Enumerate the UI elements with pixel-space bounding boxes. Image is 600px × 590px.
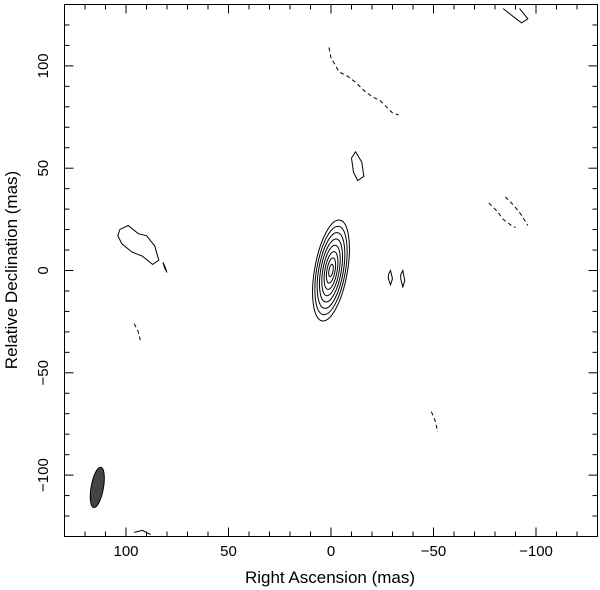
contour-layer (89, 8, 529, 535)
core-contour (328, 263, 334, 278)
positive-contour (400, 268, 406, 289)
x-tick-label: −50 (421, 543, 446, 560)
x-axis-label: Right Ascension (mas) (245, 568, 415, 587)
core-contour (325, 257, 337, 284)
x-tick-label: 50 (220, 543, 237, 560)
core-contour (323, 251, 339, 290)
plot-frame (64, 4, 598, 537)
core-contour (316, 232, 346, 309)
positive-contour (502, 8, 529, 24)
x-tick-label: 100 (113, 543, 138, 560)
y-tick-label: −50 (35, 360, 52, 385)
x-tick-label: −100 (519, 543, 553, 560)
positive-contour (351, 150, 365, 182)
negative-contour (488, 202, 516, 228)
negative-contour (133, 323, 141, 341)
y-axis-label: Relative Declination (mas) (2, 171, 21, 369)
core-contour (312, 219, 350, 322)
core-contour (318, 238, 344, 303)
y-tick-label: 50 (35, 160, 52, 177)
x-tick-label: 0 (327, 543, 335, 560)
positive-contour (387, 269, 394, 287)
negative-contour (504, 196, 529, 226)
y-tick-label: 100 (35, 53, 52, 78)
y-axis: 100 50 0 −50 −100 (35, 4, 598, 537)
core-contour (314, 225, 348, 316)
positive-contour (134, 529, 151, 535)
negative-contour (430, 411, 439, 433)
negative-contour (328, 47, 399, 116)
beam-ellipse (89, 466, 105, 509)
x-axis: 100 50 0 −50 −100 (64, 4, 598, 560)
core-contour (321, 244, 341, 297)
y-tick-label: −100 (35, 458, 52, 492)
y-tick-label: 0 (35, 266, 52, 274)
positive-contour (117, 224, 160, 266)
positive-contour (162, 262, 168, 273)
